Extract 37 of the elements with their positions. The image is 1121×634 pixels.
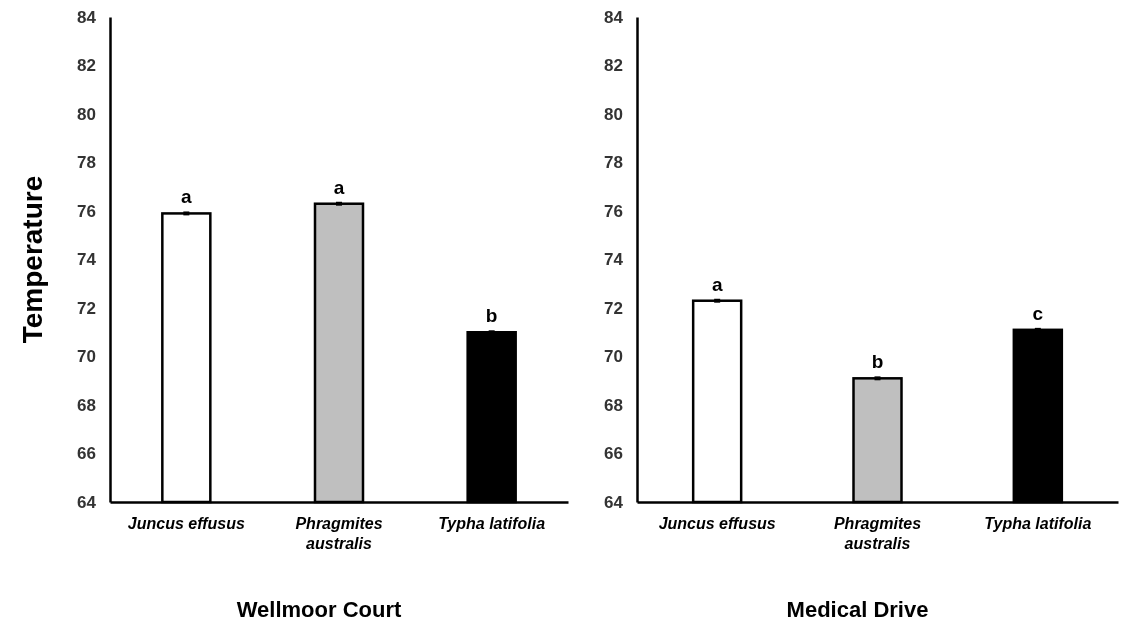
y-tick-label: 84 [77, 7, 97, 27]
annotation: b [871, 351, 884, 373]
x-axis-title: Wellmoor Court [236, 597, 402, 622]
y-tick-label: 68 [604, 395, 623, 415]
annotation: b [485, 305, 498, 327]
annotation: a [333, 176, 345, 198]
y-tick-label: 68 [77, 395, 96, 415]
y-tick-label: 82 [604, 56, 623, 76]
y-tick-label: 78 [604, 153, 623, 173]
y-tick-label: 72 [604, 298, 623, 318]
x-tick-label: Phragmites australis [833, 515, 922, 552]
y-tick-label: 76 [77, 201, 96, 221]
annotation: c [1032, 302, 1044, 324]
y-axis-title: Temperature [17, 175, 48, 344]
y-tick-label: 78 [77, 153, 96, 173]
y-tick-label: 64 [604, 492, 624, 512]
annotation: a [181, 186, 193, 208]
y-tick-label: 80 [77, 104, 96, 124]
x-tick-label: Typha latifolia [984, 515, 1092, 533]
y-tick-label: 64 [77, 492, 97, 512]
y-tick-label: 82 [77, 56, 96, 76]
y-tick-label: 70 [77, 347, 96, 367]
x-axis-title: Medical Drive [786, 597, 929, 622]
x-tick-label: Juncus effusus [127, 515, 245, 533]
y-tick-label: 70 [604, 347, 623, 367]
y-tick-label: 80 [604, 104, 623, 124]
y-tick-label: 74 [77, 250, 97, 270]
y-tick-label: 74 [604, 250, 624, 270]
annotation: a [711, 273, 723, 295]
y-tick-label: 66 [77, 444, 96, 464]
x-tick-label: Typha latifolia [438, 515, 546, 533]
y-tick-label: 76 [604, 201, 623, 221]
y-tick-label: 84 [604, 7, 624, 27]
y-tick-label: 72 [77, 298, 96, 318]
x-tick-label: Phragmites australis [295, 515, 383, 552]
y-tick-label: 66 [604, 444, 623, 464]
x-tick-label: Juncus effusus [658, 515, 776, 533]
